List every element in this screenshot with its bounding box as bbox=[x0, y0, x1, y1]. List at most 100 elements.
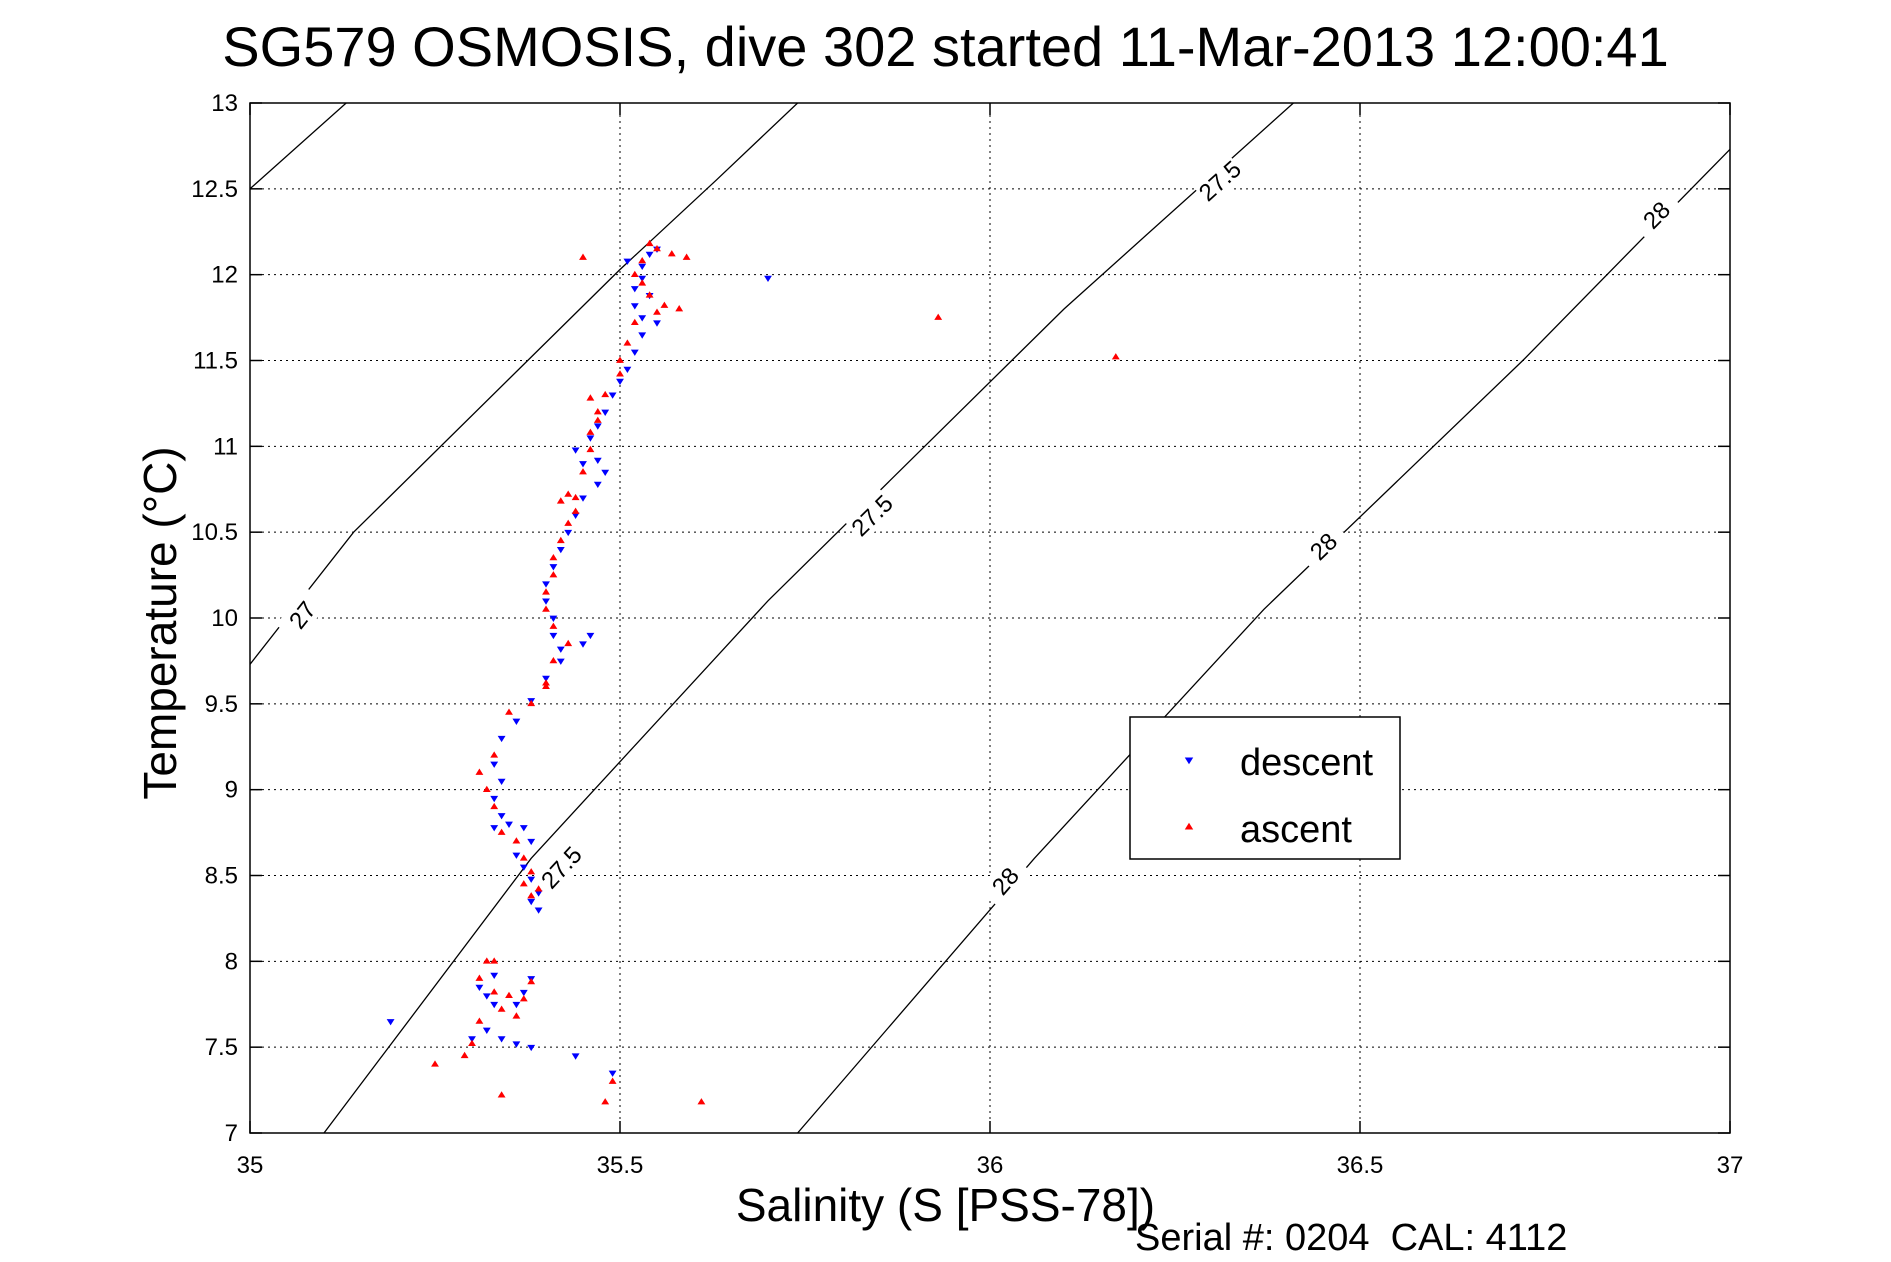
ascent-point bbox=[1111, 353, 1120, 360]
ascent-point bbox=[490, 802, 499, 810]
descent-point bbox=[512, 852, 521, 859]
ascent-point bbox=[460, 1051, 469, 1059]
y-tick-label: 8.5 bbox=[205, 863, 238, 890]
descent-point bbox=[593, 423, 602, 430]
y-tick-label: 13 bbox=[211, 90, 238, 117]
density-contour-27 bbox=[250, 103, 347, 190]
ascent-point bbox=[586, 445, 595, 453]
ascent-point bbox=[542, 605, 550, 612]
ascent-point bbox=[653, 244, 661, 252]
ascent-point bbox=[482, 957, 491, 964]
ascent-point bbox=[608, 1077, 617, 1084]
descent-point bbox=[630, 349, 639, 356]
ascent-point bbox=[475, 768, 484, 775]
x-tick-label: 37 bbox=[1717, 1152, 1744, 1179]
ascent-point bbox=[697, 1098, 706, 1105]
contour-label-bg bbox=[1629, 187, 1683, 242]
descent-point bbox=[764, 275, 772, 283]
descent-point bbox=[571, 447, 580, 454]
descent-point bbox=[519, 825, 528, 832]
descent-point bbox=[601, 409, 610, 416]
ascent-point bbox=[475, 974, 484, 981]
y-tick-label: 11.5 bbox=[193, 348, 238, 375]
ascent-point bbox=[475, 1017, 484, 1024]
descent-point bbox=[630, 286, 639, 293]
descent-point bbox=[616, 378, 624, 386]
descent-point bbox=[653, 320, 661, 327]
contour-label-group: 28 bbox=[1629, 187, 1683, 242]
contour-label-bg bbox=[844, 488, 899, 542]
legend: descent ascent bbox=[1129, 716, 1401, 860]
contour-label-group: 27.5 bbox=[534, 839, 588, 895]
descent-point bbox=[623, 258, 632, 265]
ascent-point bbox=[497, 1091, 506, 1098]
descent-point bbox=[512, 1001, 521, 1009]
ascent-point bbox=[468, 1039, 476, 1047]
ascent-point bbox=[556, 536, 565, 544]
descent-point bbox=[386, 1019, 395, 1026]
ascent-point bbox=[579, 468, 587, 475]
contour-label-bg bbox=[1192, 153, 1247, 207]
descent-point bbox=[519, 864, 528, 871]
descent-point bbox=[527, 838, 536, 846]
ascent-point bbox=[645, 291, 654, 298]
descent-point bbox=[534, 907, 543, 914]
descent-point bbox=[549, 564, 558, 571]
descent-point bbox=[497, 735, 506, 743]
y-tick-label: 10 bbox=[211, 605, 238, 632]
descent-point bbox=[497, 778, 506, 786]
ascent-point bbox=[512, 837, 521, 844]
ascent-point bbox=[497, 1005, 506, 1012]
contour-label-group: 27.5 bbox=[844, 488, 899, 542]
descent-point bbox=[527, 1044, 536, 1052]
x-axis-label: Salinity (S [PSS-78]) bbox=[735, 1179, 1156, 1231]
descent-point bbox=[519, 989, 528, 997]
ascent-point bbox=[616, 370, 624, 377]
ascent-point bbox=[601, 1098, 610, 1105]
ascent-point bbox=[527, 977, 536, 985]
descent-point bbox=[490, 1001, 499, 1009]
ascent-point bbox=[519, 880, 528, 887]
descent-point bbox=[482, 993, 491, 1000]
y-tick-label: 10.5 bbox=[191, 519, 238, 546]
descent-point bbox=[512, 1041, 521, 1048]
ascent-point bbox=[601, 390, 610, 398]
ascent-point bbox=[660, 301, 669, 308]
descent-point bbox=[505, 821, 513, 828]
density-contour-27 bbox=[250, 103, 799, 665]
ascent-point bbox=[527, 699, 536, 707]
axis-ticks: 35 35.5 36 36.5 37 7 7.5 8 8.5 9 9.5 10 10.5 11 11.5 12… bbox=[191, 90, 1743, 1179]
descent-point bbox=[586, 435, 595, 442]
descent-point bbox=[490, 795, 499, 803]
chart-title: SG579 OSMOSIS, dive 302 started 11-Mar-2… bbox=[222, 15, 1669, 78]
descent-point bbox=[579, 461, 587, 468]
ascent-point bbox=[490, 988, 499, 995]
ascent-point bbox=[564, 639, 573, 647]
ascent-point bbox=[645, 239, 654, 247]
ascent-point bbox=[549, 622, 558, 629]
ascent-point bbox=[497, 828, 506, 835]
ascent-point bbox=[542, 682, 550, 689]
x-tick-label: 35 bbox=[237, 1152, 264, 1179]
descent-point bbox=[564, 529, 573, 537]
ascent-point bbox=[490, 957, 499, 964]
descent-point bbox=[593, 481, 602, 489]
descent-point bbox=[638, 263, 647, 271]
descent-point bbox=[630, 303, 639, 310]
ascent-point bbox=[579, 253, 587, 260]
descent-point bbox=[542, 598, 550, 605]
ascent-point bbox=[431, 1060, 439, 1067]
ascent-point bbox=[934, 313, 943, 320]
x-tick-label: 36 bbox=[977, 1152, 1004, 1179]
contour-label: 27.5 bbox=[847, 490, 899, 542]
contour-label-group: 28 bbox=[1295, 519, 1351, 573]
x-tick-label: 35.5 bbox=[597, 1152, 644, 1179]
ascent-point bbox=[519, 995, 528, 1002]
ascent-point bbox=[564, 519, 573, 526]
contour-label-bg bbox=[534, 839, 588, 895]
ascent-point bbox=[623, 339, 632, 346]
contour-label-group: 27 bbox=[275, 587, 328, 643]
descent-point bbox=[579, 495, 587, 502]
descent-point bbox=[527, 876, 536, 883]
legend-marker-ascent bbox=[1184, 822, 1194, 830]
